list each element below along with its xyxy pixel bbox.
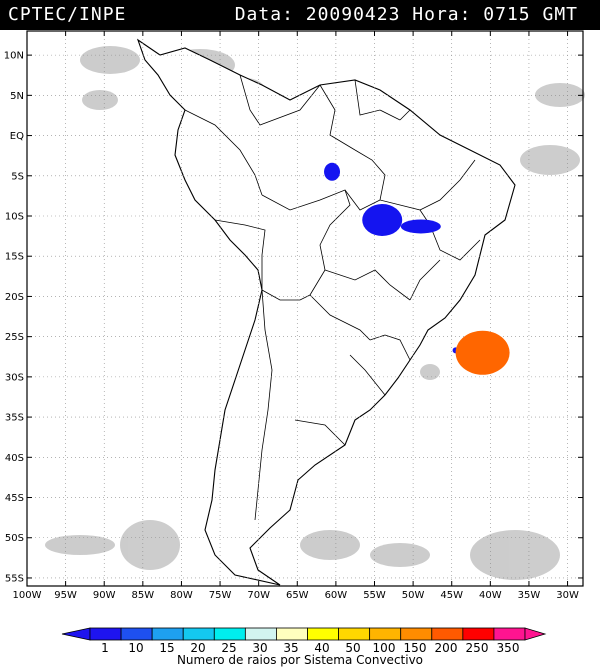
lat-label: 55S: [5, 573, 24, 584]
title-bar: CPTEC/INPE Data: 20090423 Hora: 0715 GMT: [0, 0, 600, 30]
colorbar-swatch: [213, 627, 246, 641]
lat-label: 25S: [5, 332, 24, 343]
lat-label: 40S: [5, 453, 24, 464]
lat-label: 45S: [5, 493, 24, 504]
convective-system: [362, 204, 403, 237]
lon-label: 70W: [247, 590, 270, 601]
colorbar-swatch: [151, 627, 184, 641]
agency-label: CPTEC/INPE: [8, 4, 127, 25]
colorbar-swatch: [89, 627, 122, 641]
colorbar-swatch: [369, 627, 402, 641]
latitude-labels: 10N 5N EQ 5S 10S 15S 20S 25S 30S 35S 40S 45S 50S 55S: [4, 51, 24, 585]
colorbar-label: 10: [128, 641, 143, 655]
lon-label: 40W: [479, 590, 502, 601]
colorbar-label: 15: [159, 641, 174, 655]
lon-label: 55W: [363, 590, 386, 601]
lat-label: 30S: [5, 372, 24, 383]
colorbar-swatch: [462, 627, 495, 641]
colorbar-label: 50: [345, 641, 360, 655]
lat-label: 20S: [5, 292, 24, 303]
lon-label: 95W: [54, 590, 77, 601]
lat-label: 10N: [4, 51, 24, 62]
lon-label: 75W: [209, 590, 232, 601]
lon-label: 90W: [93, 590, 116, 601]
lon-label: 85W: [132, 590, 155, 601]
lon-label: 65W: [286, 590, 309, 601]
lat-lon-grid: [26, 31, 583, 586]
colorbar-arrow-right: [524, 627, 547, 641]
satellite-map: 10N5NEQ5S10S15S20S25S30S35S40S45S50S55S …: [4, 30, 585, 601]
lon-label: 50W: [402, 590, 425, 601]
datetime-label: Data: 20090423 Hora: 0715 GMT: [234, 4, 578, 25]
convective-system: [400, 219, 441, 234]
colorbar-swatch: [120, 627, 153, 641]
colorbar-label: 35: [283, 641, 298, 655]
colorbar-swatch: [493, 627, 526, 641]
colorbar-label: 20: [190, 641, 205, 655]
lat-label: 10S: [5, 212, 24, 223]
colorbar-label: 25: [221, 641, 236, 655]
convective-system: [324, 162, 341, 181]
convective-system: [455, 330, 510, 375]
colorbar-label: 30: [252, 641, 267, 655]
colorbar-label: 200: [435, 641, 458, 655]
lat-label: 15S: [5, 252, 24, 263]
lon-label: 35W: [518, 590, 541, 601]
colorbar-label: 40: [314, 641, 329, 655]
lon-label: 80W: [170, 590, 193, 601]
colorbar-arrow-left: [61, 627, 91, 641]
colorbar: 1 10 15 20 25 30 35 40 50 100 150 200 250 350: [61, 627, 547, 655]
lat-label: 50S: [5, 533, 24, 544]
colorbar-label: 150: [404, 641, 427, 655]
colorbar-label: 250: [466, 641, 489, 655]
lon-label: 100W: [13, 590, 42, 601]
colorbar-label: 100: [373, 641, 396, 655]
country-borders: [184, 74, 481, 521]
colorbar-swatch: [431, 627, 464, 641]
lon-label: 60W: [325, 590, 348, 601]
lat-label: 5N: [10, 91, 24, 102]
colorbar-swatch: [182, 627, 215, 641]
colorbar-swatch: [276, 627, 308, 641]
lat-label: 5S: [11, 171, 24, 182]
lon-label: 30W: [556, 590, 579, 601]
lat-label: 35S: [5, 413, 24, 424]
lon-label: 45W: [440, 590, 463, 601]
lat-label: EQ: [10, 131, 24, 142]
longitude-labels: 100W 95W 90W 85W 80W 75W 70W 65W 60W 55W 50W 45W 40W…: [13, 590, 579, 601]
colorbar-caption: Numero de raios por Sistema Convectivo: [176, 653, 424, 667]
colorbar-label: 350: [497, 641, 520, 655]
colorbar-swatch: [338, 627, 371, 641]
south-america-outline: [136, 38, 516, 586]
colorbar-swatch: [307, 627, 339, 641]
colorbar-swatch: [400, 627, 433, 641]
colorbar-label: 1: [101, 641, 109, 655]
map-frame: [26, 30, 584, 587]
convective-systems: [324, 162, 510, 375]
colorbar-swatch: [244, 627, 277, 641]
